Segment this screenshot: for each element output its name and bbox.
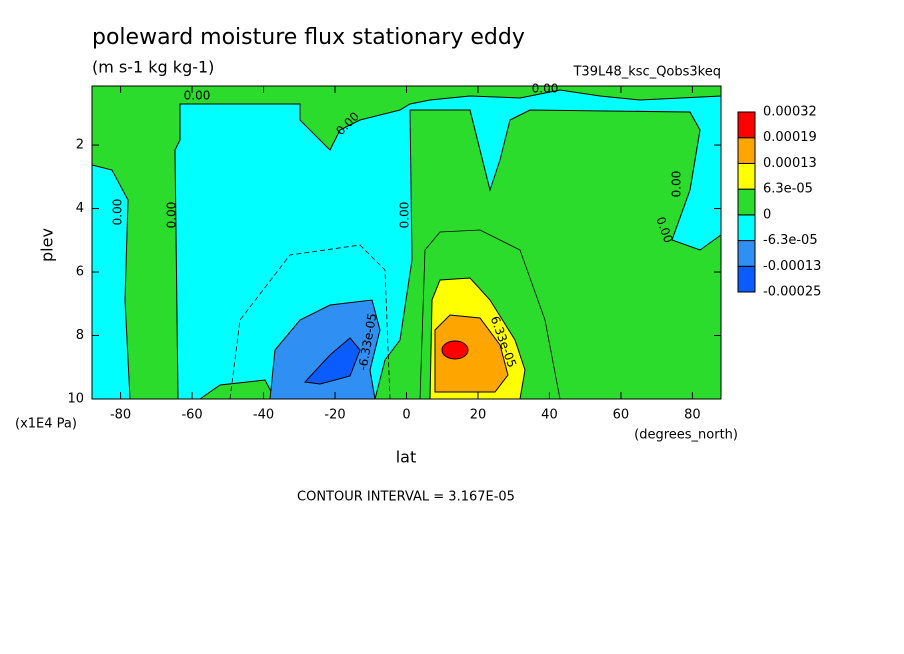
x-tick-label: 80	[684, 408, 701, 423]
colorbar-box	[737, 240, 756, 267]
colorbar-label: 0	[763, 207, 771, 222]
contour-label: 0.00	[398, 202, 412, 229]
contour-line	[229, 244, 391, 400]
x-tick-label: -20	[324, 408, 345, 423]
chart-subtitle: (m s-1 kg kg-1)	[92, 58, 214, 77]
colorbar-box	[737, 137, 756, 164]
colorbar-box	[737, 265, 756, 293]
y-tick-label: 8	[76, 328, 84, 343]
colorbar-label: 0.00032	[763, 105, 817, 120]
contour-field	[91, 85, 722, 400]
x-tick-label: -60	[181, 408, 202, 423]
contour-region	[434, 314, 509, 393]
contour-interval: CONTOUR INTERVAL = 3.167E-05	[297, 490, 515, 505]
contour-region	[91, 85, 722, 400]
colorbar-box	[737, 162, 756, 190]
y-tick-label: 6	[76, 265, 84, 280]
contour-region	[374, 109, 722, 400]
contour-region	[441, 340, 469, 360]
colorbar-box	[737, 188, 756, 216]
colorbar-label: 6.3e-05	[763, 182, 813, 197]
contour-region	[269, 299, 381, 400]
contour-line	[419, 229, 561, 400]
dataset-label: T39L48_ksc_Qobs3keq	[572, 65, 721, 80]
colorbar-label: -0.00013	[763, 259, 821, 274]
colorbar-label: -0.00025	[763, 285, 821, 300]
x-tick-label: -40	[253, 408, 274, 423]
contour-label: 0.00	[670, 171, 684, 198]
x-axis-units: (degrees_north)	[634, 428, 738, 443]
contour-label: 0.00	[165, 202, 179, 229]
y-tick-label: 4	[76, 201, 84, 216]
x-tick-label: 60	[613, 408, 630, 423]
chart-title: poleward moisture flux stationary eddy	[92, 25, 525, 50]
y-axis-label: plev	[38, 228, 57, 262]
y-axis-units: (x1E4 Pa)	[15, 417, 77, 432]
y-tick-label: 10	[67, 392, 84, 407]
x-tick-label: 0	[402, 408, 410, 423]
contour-region	[303, 337, 361, 385]
y-tick-label: 2	[76, 138, 84, 153]
contour-label: 0.00	[532, 82, 559, 96]
x-axis-label: lat	[396, 448, 417, 467]
colorbar-box	[737, 111, 756, 139]
colorbar-box	[737, 214, 756, 242]
x-tick-label: 20	[470, 408, 487, 423]
x-tick-label: -80	[110, 408, 131, 423]
contour-label: 0.00	[184, 89, 211, 103]
colorbar-label: 0.00013	[763, 156, 817, 171]
colorbar-label: 0.00019	[763, 130, 817, 145]
x-tick-label: 40	[541, 408, 558, 423]
colorbar-label: -6.3e-05	[763, 233, 818, 248]
contour-label: 0.00	[111, 199, 125, 226]
